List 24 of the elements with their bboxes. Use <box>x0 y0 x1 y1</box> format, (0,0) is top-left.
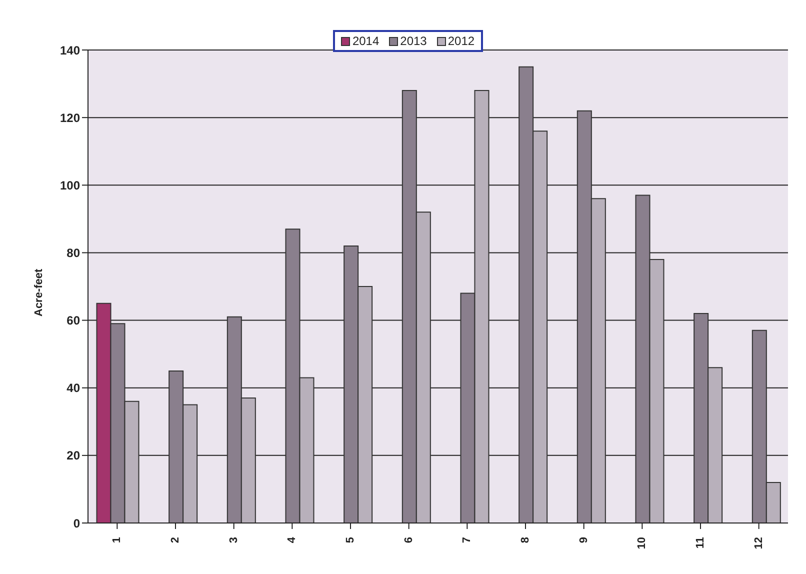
x-tick-label: 12 <box>752 537 765 550</box>
legend-label: 2014 <box>351 34 380 48</box>
x-tick-label: 2 <box>170 537 182 544</box>
x-tick-label: 11 <box>694 537 706 549</box>
y-tick-label: 60 <box>66 314 80 328</box>
x-tick-label: 9 <box>578 537 590 544</box>
legend-label: 2013 <box>399 34 427 48</box>
y-tick-label: 40 <box>66 381 80 396</box>
x-tick-label: 4 <box>286 536 298 544</box>
y-tick-label: 140 <box>60 43 80 58</box>
y-tick-label: 100 <box>60 178 80 192</box>
x-tick-label: 5 <box>344 537 356 544</box>
y-tick-label: 120 <box>60 110 80 125</box>
x-tick-label: 10 <box>636 537 648 550</box>
y-tick-label: 20 <box>66 448 80 463</box>
y-tick-label: 80 <box>66 246 80 260</box>
x-tick-label: 6 <box>402 537 415 544</box>
y-axis-title: Acre-feet <box>32 268 45 316</box>
x-tick-label: 7 <box>461 537 474 544</box>
legend-label: 2012 <box>446 34 475 48</box>
y-tick-label: 0 <box>73 516 80 530</box>
x-tick-label: 8 <box>520 537 532 544</box>
x-tick-label: 1 <box>111 537 124 544</box>
x-tick-label: 3 <box>228 537 240 544</box>
